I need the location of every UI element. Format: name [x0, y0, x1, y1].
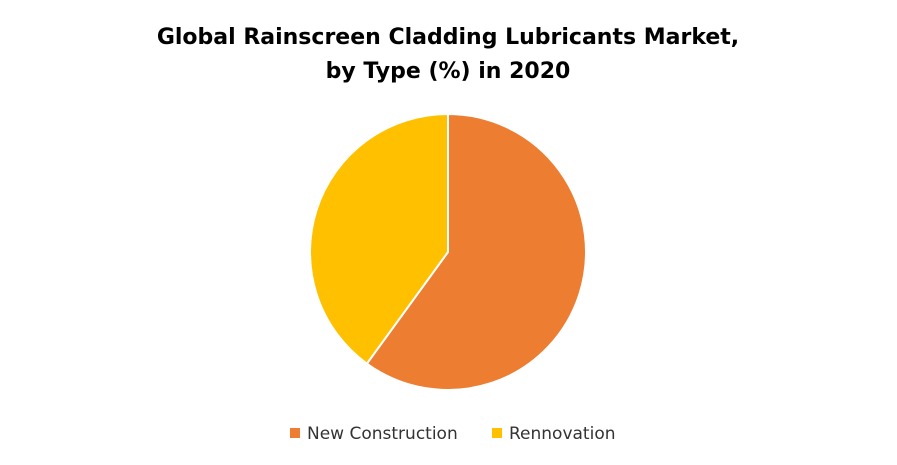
- pie: [309, 112, 587, 391]
- pie-slice: [365, 112, 587, 391]
- pie-slice: [309, 112, 449, 366]
- legend-label: New Construction: [307, 424, 458, 444]
- legend-label: Rennovation: [509, 424, 616, 444]
- legend: New Construction Rennovation: [290, 424, 616, 444]
- chart-title: Global Rainscreen Cladding Lubricants Ma…: [157, 25, 739, 50]
- chart-title: by Type (%) in 2020: [326, 59, 571, 84]
- legend-marker: [492, 428, 502, 438]
- legend-marker: [290, 428, 300, 438]
